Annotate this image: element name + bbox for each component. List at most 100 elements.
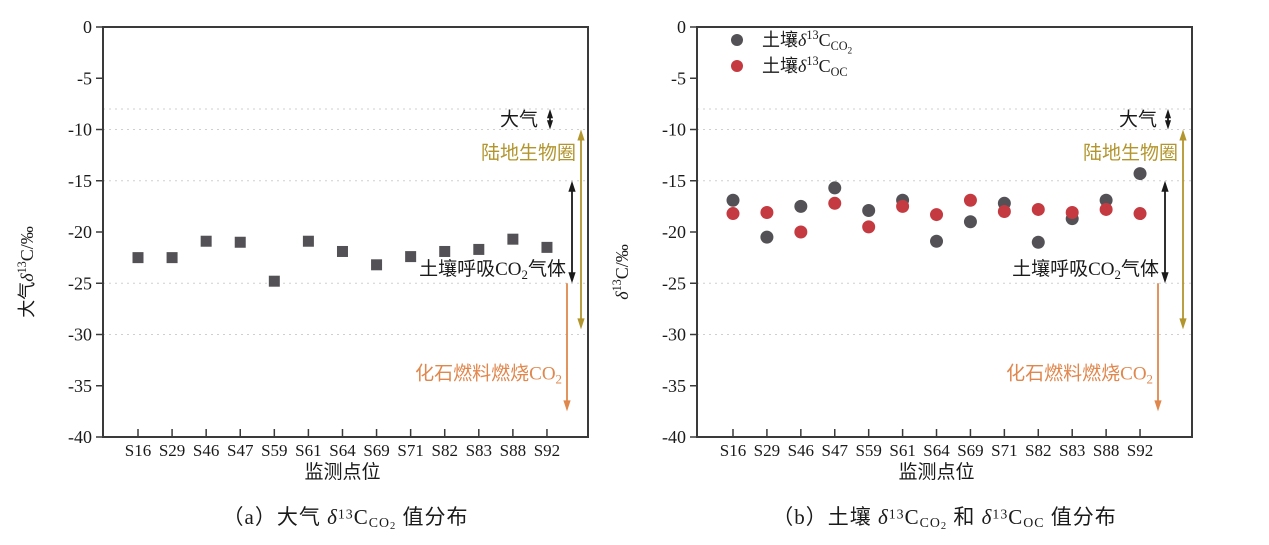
- caption-text-segment: （a）大气: [222, 505, 328, 529]
- y-tick-label: -25: [68, 273, 92, 293]
- y-tick-label: -20: [662, 222, 686, 242]
- annotation-label-soil-respiration: 土壤呼吸CO2气体: [419, 258, 566, 282]
- x-tick-label: S61: [295, 441, 321, 460]
- annotation-arrow-atmosphere-head-down: [546, 120, 554, 130]
- data-point-atmospheric-co2: [371, 259, 383, 271]
- annotation-arrow-soil-respiration-head-down: [1161, 272, 1169, 284]
- annotation-arrow-fossil-fuel: [563, 283, 571, 412]
- annotation-arrow-atmosphere: [1164, 109, 1172, 130]
- data-point-soil-oc: [1031, 202, 1045, 216]
- data-point-atmospheric-co2: [302, 235, 314, 247]
- x-tick-label: S88: [1093, 441, 1119, 460]
- data-point-soil-co2: [726, 193, 740, 207]
- x-tick-label: S88: [500, 441, 526, 460]
- x-tick-label: S46: [788, 441, 814, 460]
- y-tick-label: -30: [662, 325, 686, 345]
- x-tick-label: S69: [363, 441, 389, 460]
- annotation-arrow-biosphere-head-up: [1179, 129, 1187, 141]
- annotation-label-biosphere: 陆地生物圈: [481, 142, 576, 164]
- x-axis-title: 监测点位: [304, 461, 380, 483]
- data-point-atmospheric-co2: [166, 252, 178, 264]
- panel-a: 0 -5 -10 -15 -20 -25 -30 -35 -40 S16 S29 S46 S47 S59 S…: [68, 17, 589, 483]
- caption-text-segment: C: [353, 505, 369, 529]
- caption-text-segment: δ: [981, 505, 993, 529]
- data-point-soil-co2: [828, 181, 842, 195]
- data-point-soil-co2: [1031, 235, 1045, 249]
- annotation-label-fossil-fuel: 化石燃料燃烧CO2: [415, 362, 562, 386]
- y-tick-label: -20: [68, 222, 92, 242]
- y-tick-label: -5: [77, 68, 92, 88]
- data-point-soil-oc: [726, 207, 740, 221]
- y-tick-label: -30: [68, 325, 92, 345]
- data-point-atmospheric-co2: [132, 252, 144, 264]
- x-tick-label: S16: [125, 441, 151, 460]
- caption-text-segment: CO: [919, 515, 941, 531]
- x-tick-label: S29: [159, 441, 185, 460]
- x-tick-label: S64: [329, 441, 356, 460]
- caption-text-segment: CO: [368, 515, 390, 531]
- y-axis-title: δ13C/‰: [610, 244, 632, 300]
- annotation-arrow-soil-respiration-head-up: [568, 180, 576, 192]
- data-point-atmospheric-co2: [268, 275, 280, 287]
- y-axis-title: 大气δ13C/‰: [15, 226, 37, 318]
- caption-text-segment: 值分布: [396, 505, 469, 529]
- panel-b: 0 -5 -10 -15 -20 -25 -30 -35 -40 S16 S29 S46 S47 S59 S…: [662, 17, 1193, 483]
- caption-text-segment: 和: [947, 505, 982, 529]
- annotation-arrow-biosphere-head-down: [577, 318, 585, 330]
- annotation-label-biosphere: 陆地生物圈: [1083, 142, 1178, 164]
- annotation-arrow-biosphere: [1179, 129, 1187, 330]
- annotation-arrow-soil-respiration-head-up: [1161, 180, 1169, 192]
- data-point-atmospheric-co2: [473, 243, 485, 255]
- caption-text-segment: δ: [327, 505, 338, 529]
- data-point-soil-oc: [1099, 202, 1113, 216]
- data-point-soil-oc: [1133, 207, 1147, 221]
- data-point-soil-oc: [896, 199, 910, 213]
- x-tick-label: S47: [227, 441, 254, 460]
- caption-text-segment: δ: [877, 505, 889, 529]
- data-point-soil-co2: [794, 199, 808, 213]
- data-point-soil-co2: [1133, 167, 1147, 181]
- annotation-arrow-soil-respiration-head-down: [568, 272, 576, 284]
- y-tick-label: -35: [68, 376, 92, 396]
- data-point-soil-co2: [862, 203, 876, 217]
- x-tick-label: S69: [957, 441, 983, 460]
- y-tick-label: -5: [671, 68, 686, 88]
- x-tick-label: S47: [822, 441, 849, 460]
- annotation-arrow-atmosphere-head-down: [1164, 120, 1172, 130]
- legend-marker-soil-co2: [731, 34, 743, 46]
- data-point-atmospheric-co2: [336, 245, 348, 257]
- data-point-atmospheric-co2: [234, 236, 246, 248]
- data-point-soil-co2: [1099, 193, 1113, 207]
- x-tick-label: S61: [889, 441, 915, 460]
- annotation-arrow-atmosphere-head-up: [1164, 109, 1172, 119]
- annotation-arrow-soil-respiration: [1161, 180, 1169, 284]
- x-tick-label: S83: [1059, 441, 1085, 460]
- x-tick-label: S83: [466, 441, 492, 460]
- data-point-atmospheric-co2: [439, 245, 451, 257]
- data-point-soil-oc: [760, 206, 774, 220]
- x-tick-label: S29: [754, 441, 780, 460]
- x-tick-label: S64: [923, 441, 950, 460]
- x-tick-label: S92: [1127, 441, 1153, 460]
- data-point-soil-oc: [997, 205, 1011, 218]
- annotation-arrow-fossil-fuel: [1154, 283, 1162, 412]
- annotation-arrow-biosphere: [577, 129, 585, 330]
- annotation-label-atmosphere: 大气: [500, 108, 538, 130]
- data-point-soil-oc: [963, 193, 977, 207]
- x-tick-label: S82: [1025, 441, 1051, 460]
- y-tick-label: -40: [662, 427, 686, 447]
- y-tick-label: -15: [68, 171, 92, 191]
- x-tick-label: S71: [397, 441, 423, 460]
- data-point-soil-oc: [862, 220, 876, 234]
- y-tick-label: -40: [68, 427, 92, 447]
- y-tick-label: -35: [662, 376, 686, 396]
- data-point-atmospheric-co2: [541, 241, 553, 253]
- y-tick-label: -25: [662, 273, 686, 293]
- caption-text-segment: 2: [389, 521, 397, 533]
- y-tick-label: -10: [662, 120, 686, 140]
- x-tick-label: S16: [720, 441, 746, 460]
- annotation-arrow-biosphere-head-up: [577, 129, 585, 141]
- caption-text-segment: 13: [888, 506, 905, 522]
